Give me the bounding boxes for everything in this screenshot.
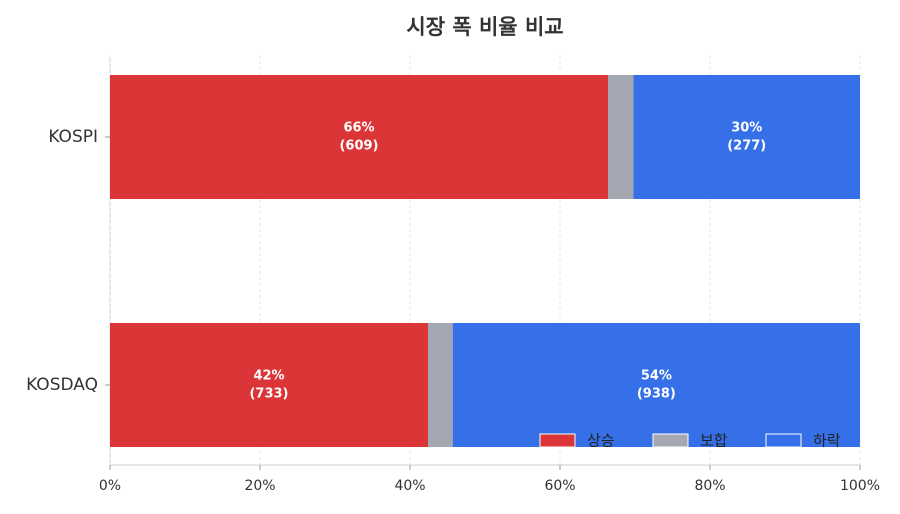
x-tick-label: 100% (840, 478, 880, 494)
y-tick-label: KOSPI (48, 127, 98, 147)
legend-swatch (652, 433, 689, 448)
bar-segment (110, 323, 428, 447)
bar-segment (110, 75, 608, 199)
bar-segment (452, 323, 860, 447)
x-tick-label: 60% (544, 478, 575, 494)
legend-swatch (539, 433, 576, 448)
count-label: (609) (339, 139, 378, 154)
value-label: 42% (253, 369, 284, 384)
legend-label: 보합 (700, 432, 728, 450)
bar-segment (608, 75, 634, 199)
x-tick-label: 40% (394, 478, 425, 494)
x-tick-label: 80% (694, 478, 725, 494)
value-label: 30% (731, 121, 762, 136)
chart-title: 시장 폭 비율 비교 (406, 15, 563, 39)
legend-swatch (765, 433, 802, 448)
value-label: 66% (343, 121, 374, 136)
x-tick-label: 0% (99, 478, 121, 494)
legend-label: 상승 (587, 432, 615, 450)
value-label: 54% (641, 369, 672, 384)
count-label: (733) (249, 387, 288, 402)
count-label: (938) (637, 387, 676, 402)
count-label: (277) (727, 139, 766, 154)
legend-label: 하락 (813, 432, 841, 450)
bar-segment (428, 323, 453, 447)
x-tick-label: 20% (244, 478, 275, 494)
bar-segment (633, 75, 860, 199)
y-tick-label: KOSDAQ (26, 375, 98, 395)
